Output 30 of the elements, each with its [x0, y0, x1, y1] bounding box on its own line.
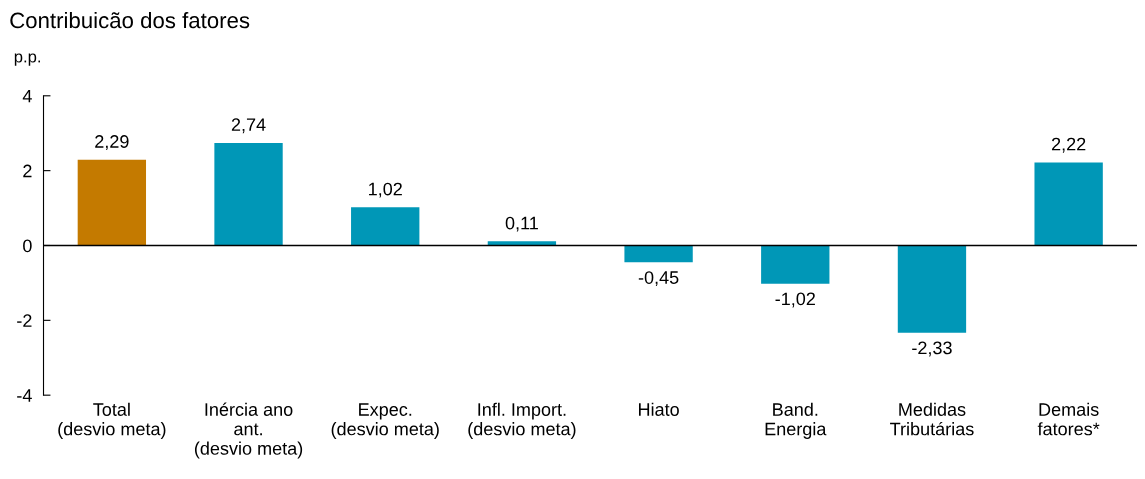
bar	[624, 245, 693, 263]
data-label: 0,11	[505, 216, 538, 232]
bar	[77, 159, 147, 246]
bar	[351, 207, 420, 246]
y-axis-title: p.p.	[14, 53, 41, 66]
data-label: 2,22	[1051, 137, 1086, 153]
x-tick-label: Band. Energia	[765, 402, 827, 439]
data-label: -1,02	[775, 292, 815, 308]
x-tick-label: Infl. Import. (desvio meta)	[468, 402, 576, 439]
y-tick-label: -4	[17, 389, 32, 402]
x-tick-label: Medidas Tributárias	[890, 402, 974, 436]
data-label: -0,45	[638, 271, 679, 287]
bar	[1034, 162, 1103, 246]
y-tick-label: 4	[22, 89, 32, 103]
y-tick-label: -2	[17, 314, 32, 327]
x-tick-label: Inércia ano ant. (desvio meta)	[194, 402, 303, 459]
data-label: 2,29	[95, 135, 129, 151]
bar	[897, 245, 967, 333]
bar	[214, 142, 283, 246]
bar	[761, 245, 830, 284]
data-label: 2,74	[231, 118, 266, 134]
y-tick-label: 0	[23, 239, 32, 253]
x-tick-label: Demais fatores*	[1037, 402, 1100, 436]
y-tick-label: 2	[23, 164, 32, 178]
x-tick-label: Hiato	[639, 402, 679, 416]
x-tick-label: Expec. (desvio meta)	[331, 403, 439, 439]
x-tick-label: Total (desvio meta)	[58, 402, 166, 439]
data-label: 1,02	[369, 182, 402, 198]
chart-title: Contribuicão dos fatores	[10, 11, 250, 29]
data-label: -2,33	[912, 341, 952, 357]
